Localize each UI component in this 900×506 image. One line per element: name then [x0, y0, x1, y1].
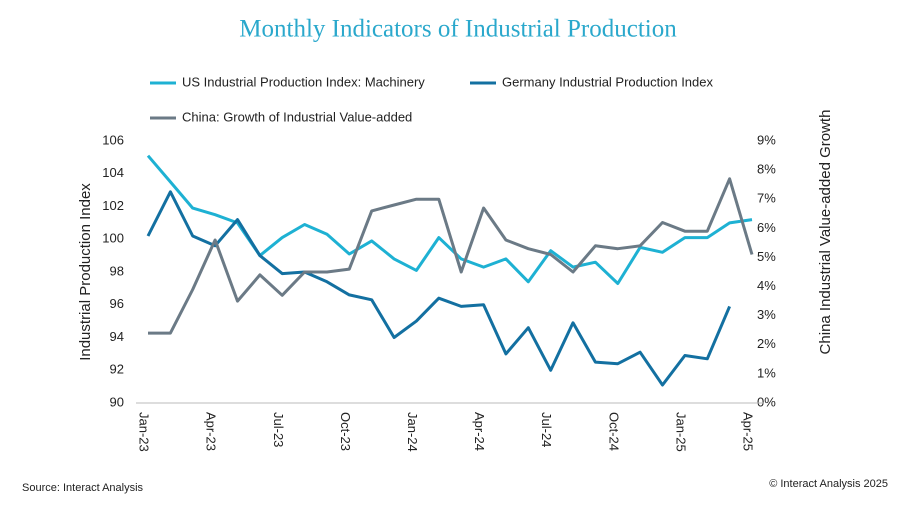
x-tick-label: Apr-25 — [741, 412, 756, 451]
x-tick-label: Jan-25 — [673, 412, 688, 452]
series-line — [148, 177, 754, 335]
source-note: Source: Interact Analysis — [22, 482, 144, 494]
copyright-note: © Interact Analysis 2025 — [769, 478, 888, 490]
y2-tick-label: 3% — [757, 307, 776, 322]
y-tick-label: 98 — [110, 263, 124, 278]
x-tick-label: Jul-24 — [539, 412, 554, 447]
y2-tick-label: 9% — [757, 132, 776, 147]
y-axis-title: Industrial Production Index — [77, 183, 94, 361]
y-tick-label: 100 — [102, 231, 124, 246]
chart-title: Monthly Indicators of Industrial Product… — [239, 16, 677, 43]
y2-tick-label: 2% — [757, 336, 776, 351]
y-tick-label: 96 — [110, 296, 124, 311]
y-tick-label: 92 — [110, 362, 124, 377]
legend-label: Germany Industrial Production Index — [502, 74, 713, 89]
legend-label: US Industrial Production Index: Machiner… — [182, 74, 425, 89]
x-tick-label: Apr-24 — [472, 412, 487, 451]
y-tick-label: 102 — [102, 198, 124, 213]
y-tick-label: 90 — [110, 394, 124, 409]
x-tick-label: Jul-23 — [271, 412, 286, 447]
x-tick-label: Jan-24 — [405, 412, 420, 452]
y2-tick-label: 5% — [757, 249, 776, 264]
y-tick-label: 106 — [102, 132, 124, 147]
x-tick-label: Apr-23 — [204, 412, 219, 451]
y2-tick-label: 8% — [757, 162, 776, 177]
x-tick-label: Jan-23 — [137, 412, 152, 452]
y2-axis-title: China Industrial Value-added Growth — [817, 110, 834, 355]
y2-tick-label: 7% — [757, 191, 776, 206]
x-tick-label: Oct-24 — [606, 412, 621, 451]
y2-tick-label: 0% — [757, 394, 776, 409]
x-tick-label: Oct-23 — [338, 412, 353, 451]
y-tick-label: 94 — [110, 329, 124, 344]
y-tick-label: 104 — [102, 165, 124, 180]
y2-tick-label: 1% — [757, 365, 776, 380]
legend-label: China: Growth of Industrial Value-added — [182, 109, 412, 124]
y2-tick-label: 4% — [757, 278, 776, 293]
y2-tick-label: 6% — [757, 220, 776, 235]
series-line — [146, 190, 731, 387]
